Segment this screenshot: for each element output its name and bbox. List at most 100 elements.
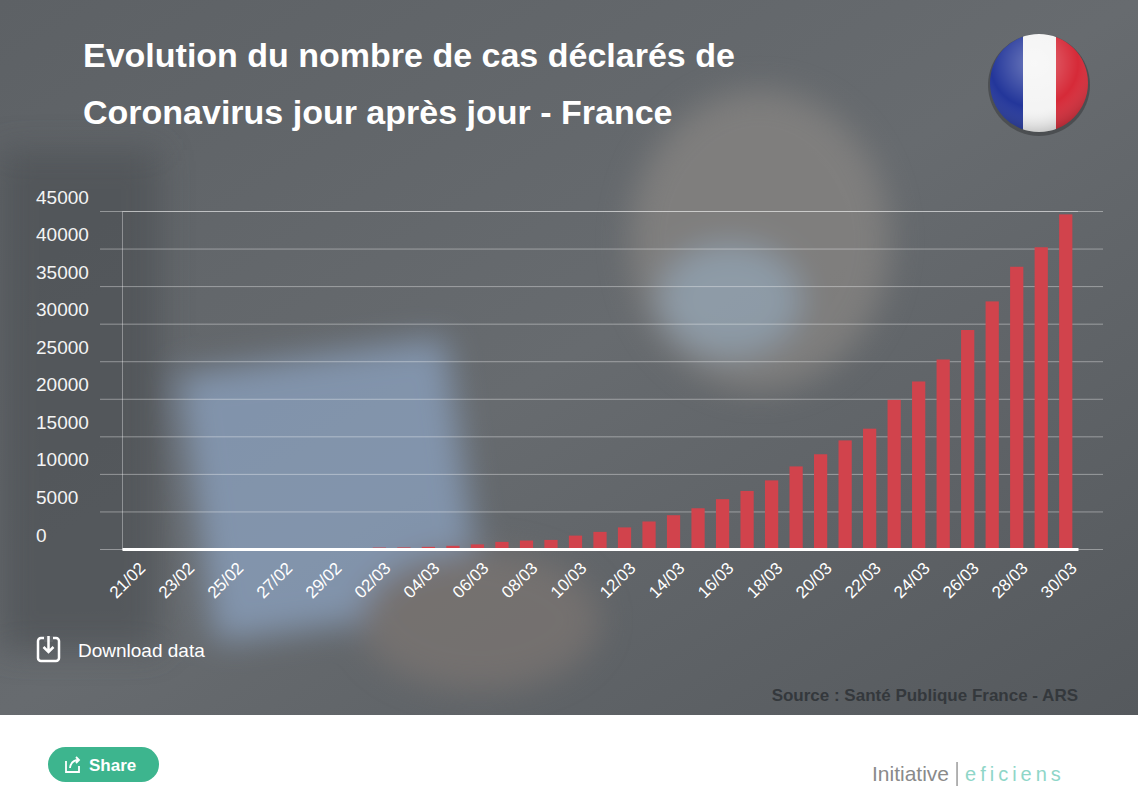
- source-note: Source : Santé Publique France - ARS: [772, 686, 1078, 705]
- x-tick: 26/03: [939, 549, 983, 602]
- x-tick: 21/02: [106, 549, 150, 602]
- brand-label: Initiative: [872, 762, 949, 785]
- download-data[interactable]: Download data: [38, 636, 205, 661]
- bar: [789, 466, 802, 549]
- x-tick: 24/03: [890, 549, 934, 602]
- y-tick: 45000: [36, 187, 1103, 212]
- bar: [642, 522, 655, 549]
- x-axis: 21/0223/0225/0227/0229/0202/0304/0306/03…: [106, 549, 1081, 602]
- x-axis-line: [123, 548, 1079, 551]
- x-tick-label: 26/03: [939, 559, 983, 603]
- x-tick: 28/03: [988, 549, 1032, 602]
- grid-line: [100, 474, 1103, 475]
- footer: [0, 715, 1138, 801]
- y-tick-label: 5000: [36, 487, 78, 508]
- share-label: Share: [89, 756, 136, 775]
- y-tick: 30000: [36, 299, 1103, 324]
- y-tick-label: 30000: [36, 299, 89, 320]
- y-tick-label: 45000: [36, 187, 89, 208]
- x-tick: 23/02: [155, 549, 199, 602]
- x-tick-label: 02/03: [351, 559, 395, 603]
- x-tick-label: 25/02: [204, 559, 248, 603]
- grid-line: [100, 511, 1103, 512]
- y-tick: 35000: [36, 262, 1103, 287]
- x-tick: 16/03: [694, 549, 738, 602]
- y-tick: 40000: [36, 224, 1103, 249]
- grid-line: [100, 211, 1103, 212]
- y-tick-label: 40000: [36, 224, 89, 245]
- bar: [888, 400, 901, 549]
- brand-separator: [956, 762, 958, 786]
- x-tick: 02/03: [351, 549, 395, 602]
- grid-line: [100, 399, 1103, 400]
- grid-line: [100, 436, 1103, 437]
- x-tick-label: 04/03: [400, 559, 444, 603]
- y-tick: 25000: [36, 337, 1103, 362]
- x-tick-label: 16/03: [694, 559, 738, 603]
- x-tick: 18/03: [743, 549, 787, 602]
- x-tick: 08/03: [498, 549, 542, 602]
- bar: [716, 499, 729, 549]
- x-tick: 06/03: [449, 549, 493, 602]
- x-tick-label: 14/03: [645, 559, 689, 603]
- brand-name: eficiens: [965, 763, 1065, 785]
- x-tick: 22/03: [841, 549, 885, 602]
- y-axis: 0 5000 10000 15000 20000 25000 30000 35000 40000…: [36, 187, 1103, 550]
- x-tick-label: 18/03: [743, 559, 787, 603]
- bar: [740, 491, 753, 549]
- x-tick: 12/03: [596, 549, 640, 602]
- bar: [961, 330, 974, 549]
- bar: [937, 359, 950, 549]
- x-tick-label: 27/02: [253, 559, 297, 603]
- bars: [128, 214, 1073, 549]
- bar: [986, 301, 999, 549]
- bar: [1010, 267, 1023, 549]
- bar: [544, 540, 557, 549]
- background: [0, 0, 1138, 715]
- y-tick-label: 0: [36, 525, 47, 546]
- bar: [863, 429, 876, 549]
- bar: [691, 508, 704, 549]
- grid-line: [100, 549, 1103, 550]
- y-tick-label: 25000: [36, 337, 89, 358]
- y-tick-label: 20000: [36, 374, 89, 395]
- y-tick-label: 10000: [36, 449, 89, 470]
- share-icon-arrow: [70, 757, 79, 768]
- x-tick-label: 10/03: [547, 559, 591, 603]
- x-tick-label: 20/03: [792, 559, 836, 603]
- photo-mask: [660, 245, 800, 355]
- x-tick: 10/03: [547, 549, 591, 602]
- x-tick-label: 12/03: [596, 559, 640, 603]
- bar: [495, 542, 508, 549]
- flag-icon: [988, 34, 1090, 136]
- share-button[interactable]: Share: [48, 747, 159, 782]
- photo-hands: [360, 550, 600, 690]
- bar: [569, 536, 582, 549]
- grid-line: [100, 249, 1103, 250]
- grid-line: [100, 286, 1103, 287]
- x-tick: 25/02: [204, 549, 248, 602]
- x-tick: 04/03: [400, 549, 444, 602]
- x-tick: 27/02: [253, 549, 297, 602]
- y-axis-line: [123, 212, 1079, 550]
- chart-title: Evolution du nombre de cas déclarés deCo…: [83, 36, 735, 131]
- page-canvas: Evolution du nombre de cas déclarés deCo…: [0, 0, 1138, 801]
- x-tick-label: 22/03: [841, 559, 885, 603]
- x-tick: 14/03: [645, 549, 689, 602]
- bar: [667, 515, 680, 549]
- x-tick-label: 28/03: [988, 559, 1032, 603]
- bar: [520, 541, 533, 549]
- y-tick-label: 35000: [36, 262, 89, 283]
- x-tick-label: 30/03: [1037, 559, 1081, 603]
- x-tick-label: 24/03: [890, 559, 934, 603]
- x-tick-label: 29/02: [302, 559, 346, 603]
- download-icon-arrow: [44, 636, 54, 652]
- background-photo: [0, 90, 890, 690]
- grid-line: [100, 324, 1103, 325]
- y-tick-label: 15000: [36, 412, 89, 433]
- bar: [814, 454, 827, 549]
- grid-line: [100, 361, 1103, 362]
- x-tick-label: 06/03: [449, 559, 493, 603]
- bar: [839, 440, 852, 549]
- bar: [1035, 247, 1048, 549]
